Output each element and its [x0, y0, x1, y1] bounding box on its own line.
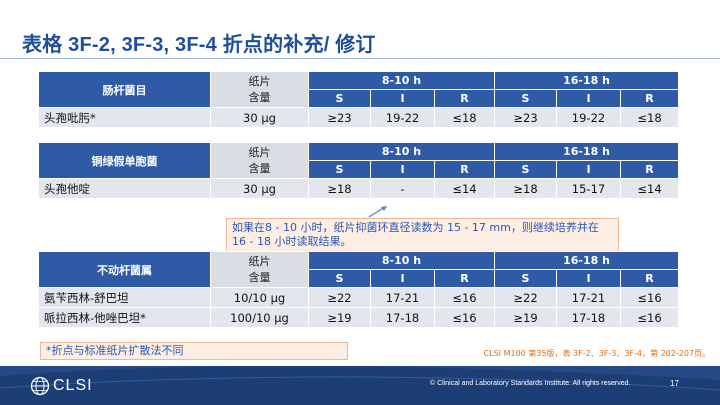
- sir-header-s: S: [494, 89, 558, 108]
- time-header-16-18: 16-18 h: [494, 142, 680, 161]
- time-header-8-10: 8-10 h: [307, 251, 496, 270]
- footer-decoration: [0, 366, 720, 391]
- breakpoint-cell: ≤18: [433, 107, 496, 128]
- sir-header-r: R: [433, 89, 496, 108]
- breakpoint-cell: ≤16: [620, 307, 680, 328]
- interpretation-note: 如果在8 - 10 小时，纸片抑菌环直径读数为 15 - 17 mm，则继续培养…: [226, 218, 619, 252]
- breakpoint-cell: ≤16: [433, 287, 496, 308]
- sir-header-r: R: [620, 89, 680, 108]
- page-number: 17: [670, 379, 679, 388]
- title-divider: [0, 58, 720, 59]
- table-row: 哌拉西林-他唑巴坦* 100/10 μg ≥19 17-18 ≤16 ≥19 1…: [38, 307, 680, 328]
- breakpoint-cell: ≥23: [308, 107, 371, 128]
- sir-header-s: S: [308, 160, 371, 179]
- breakpoint-cell: ≥19: [308, 307, 371, 328]
- time-header-8-10: 8-10 h: [307, 71, 496, 90]
- time-header-8-10: 8-10 h: [307, 142, 496, 161]
- copyright-notice: © Clinical and Laboratory Standards Inst…: [430, 380, 631, 387]
- time-header-16-18: 16-18 h: [494, 251, 680, 270]
- breakpoint-cell: 17-21: [556, 287, 622, 308]
- disk-label-line2: 含量: [248, 90, 271, 104]
- footer-bar: CLSI © Clinical and Laboratory Standards…: [0, 366, 720, 405]
- organism-header: 肠杆菌目: [38, 71, 211, 108]
- breakpoint-cell: 17-18: [556, 307, 622, 328]
- table-row: 头孢吡肟* 30 μg ≥23 19-22 ≤18 ≥23 19-22 ≤18: [38, 107, 680, 128]
- sir-header-s: S: [308, 269, 371, 288]
- organism-header: 铜绿假单胞菌: [38, 142, 211, 179]
- breakpoint-cell: ≥18: [308, 178, 371, 199]
- breakpoint-cell: ≤16: [433, 307, 496, 328]
- breakpoint-cell: ≤14: [433, 178, 496, 199]
- breakpoint-table-enterobacterales: 肠杆菌目 纸片 含量 8-10 h 16-18 h S I R S I R 头孢…: [38, 71, 680, 128]
- drug-name: 哌拉西林-他唑巴坦*: [38, 307, 211, 328]
- organism-header: 不动杆菌属: [38, 251, 211, 288]
- globe-icon: [30, 376, 50, 396]
- logo-text: CLSI: [53, 377, 93, 394]
- sir-header-i: I: [370, 269, 435, 288]
- disk-content-header: 纸片 含量: [210, 71, 309, 108]
- breakpoint-cell: -: [370, 178, 435, 199]
- breakpoint-cell: 15-17: [556, 178, 622, 199]
- sir-header-i: I: [370, 160, 435, 179]
- clsi-logo: CLSI: [30, 374, 93, 398]
- breakpoint-cell: ≥18: [494, 178, 558, 199]
- breakpoint-table-pseudomonas: 铜绿假单胞菌 纸片 含量 8-10 h 16-18 h S I R S I R …: [38, 142, 680, 199]
- disk-content: 30 μg: [210, 107, 309, 128]
- breakpoint-cell: ≤16: [620, 287, 680, 308]
- breakpoint-cell: 19-22: [556, 107, 622, 128]
- disk-label-line1: 纸片: [248, 254, 271, 268]
- breakpoint-cell: ≥19: [494, 307, 558, 328]
- sir-header-s: S: [494, 160, 558, 179]
- sir-header-i: I: [370, 89, 435, 108]
- breakpoint-cell: ≤14: [620, 178, 680, 199]
- sir-header-r: R: [620, 269, 680, 288]
- breakpoint-cell: ≤18: [620, 107, 680, 128]
- disk-content: 10/10 μg: [210, 287, 309, 308]
- breakpoint-cell: 19-22: [370, 107, 435, 128]
- breakpoint-cell: ≥22: [494, 287, 558, 308]
- breakpoint-cell: 17-18: [370, 307, 435, 328]
- sir-header-r: R: [620, 160, 680, 179]
- table-row: 氨苄西林-舒巴坦 10/10 μg ≥22 17-21 ≤16 ≥22 17-2…: [38, 287, 680, 308]
- disk-content: 30 μg: [210, 178, 309, 199]
- breakpoint-cell: ≥23: [494, 107, 558, 128]
- breakpoint-cell: ≥22: [308, 287, 371, 308]
- sir-header-i: I: [556, 269, 622, 288]
- disk-content-header: 纸片 含量: [210, 251, 309, 288]
- page-title: 表格 3F-2, 3F-3, 3F-4 折点的补充/ 修订: [22, 34, 376, 56]
- disk-label-line1: 纸片: [248, 74, 271, 88]
- disk-label-line2: 含量: [248, 161, 271, 175]
- disk-label-line1: 纸片: [248, 145, 271, 159]
- drug-name: 头孢他啶: [38, 178, 211, 199]
- footnote: *折点与标准纸片扩散法不同: [40, 342, 348, 360]
- sir-header-r: R: [433, 160, 496, 179]
- disk-content: 100/10 μg: [210, 307, 309, 328]
- note-pointer-arrow: [368, 206, 387, 218]
- sir-header-s: S: [494, 269, 558, 288]
- breakpoint-table-acinetobacter: 不动杆菌属 纸片 含量 8-10 h 16-18 h S I R S I R 氨…: [38, 251, 680, 328]
- breakpoint-cell: 17-21: [370, 287, 435, 308]
- drug-name: 头孢吡肟*: [38, 107, 211, 128]
- sir-header-i: I: [556, 89, 622, 108]
- sir-header-s: S: [308, 89, 371, 108]
- disk-label-line2: 含量: [248, 270, 271, 284]
- table-row: 头孢他啶 30 μg ≥18 - ≤14 ≥18 15-17 ≤14: [38, 178, 680, 199]
- disk-content-header: 纸片 含量: [210, 142, 309, 179]
- sir-header-r: R: [433, 269, 496, 288]
- reference-citation: CLSI M100 第35版，表 3F-2、3F-3、3F-4，第 202-20…: [483, 349, 710, 358]
- drug-name: 氨苄西林-舒巴坦: [38, 287, 211, 308]
- time-header-16-18: 16-18 h: [494, 71, 680, 90]
- sir-header-i: I: [556, 160, 622, 179]
